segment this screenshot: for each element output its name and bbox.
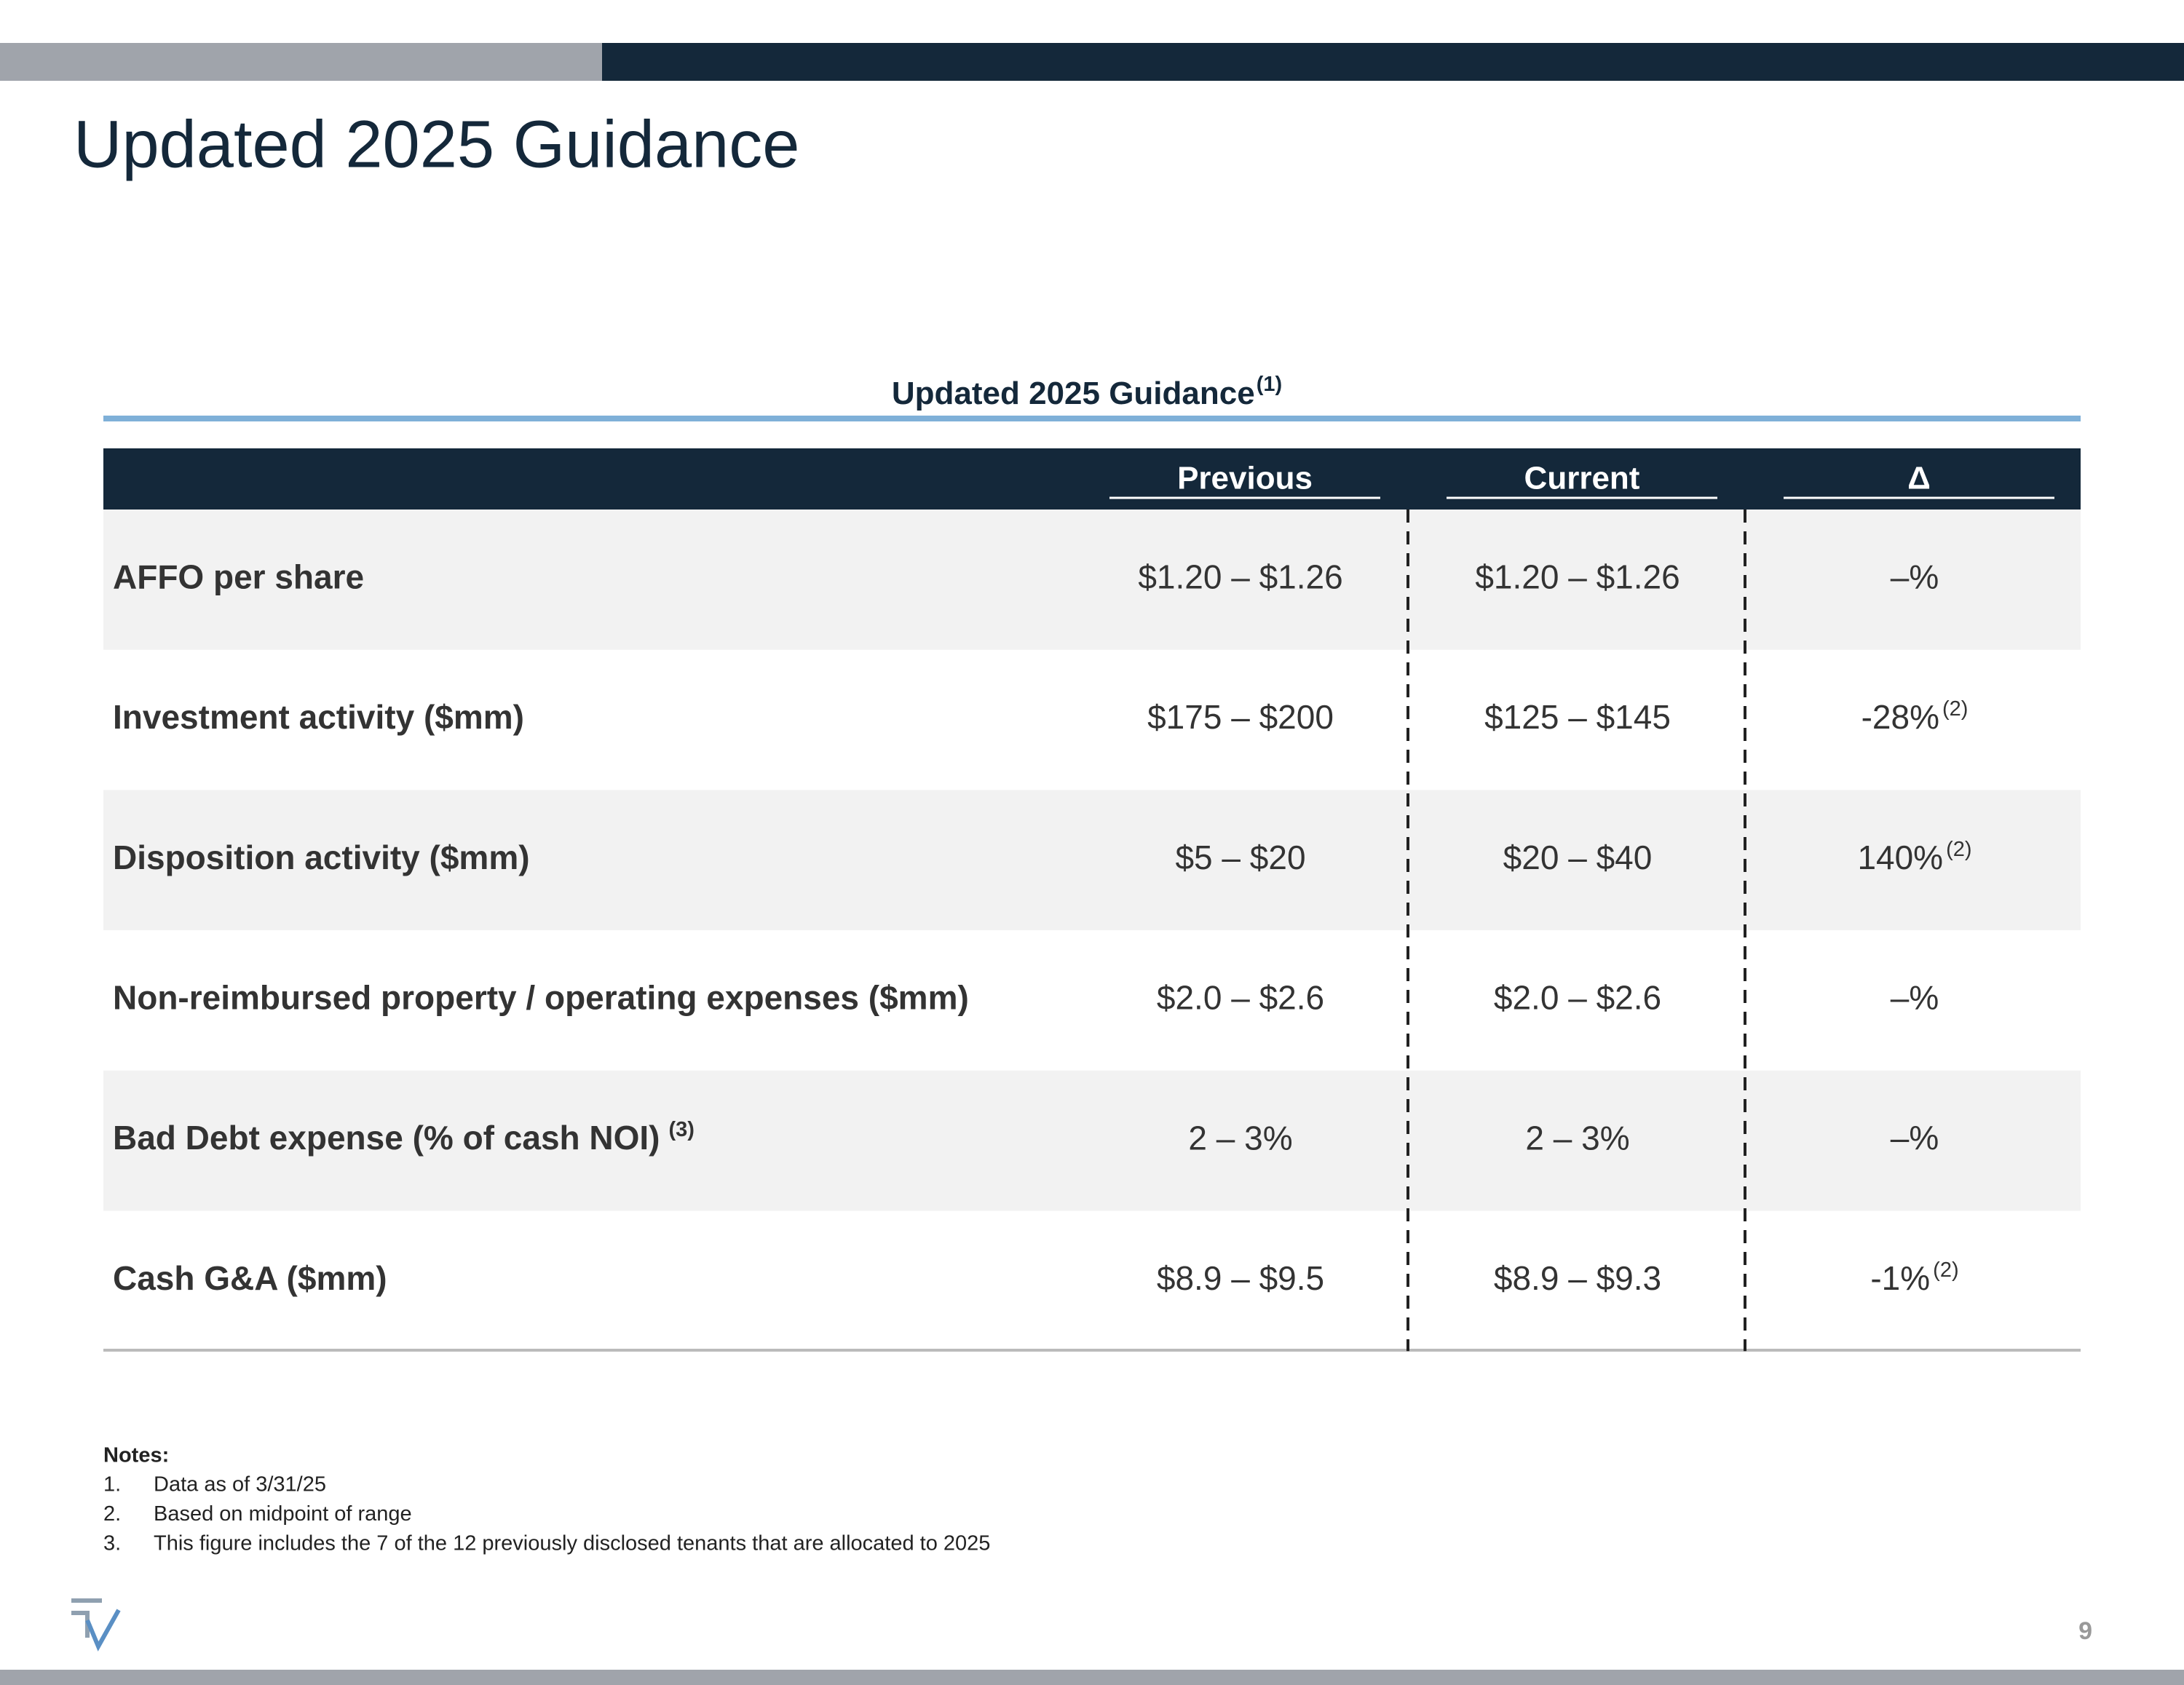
row-label-text: Investment activity ($mm): [113, 698, 524, 736]
row-label-note: (3): [669, 1118, 695, 1141]
page-number: 9: [2078, 1617, 2092, 1645]
table-title-note: (1): [1257, 373, 1282, 396]
previous-value: $175 – $200: [1147, 698, 1334, 736]
row-label: Bad Debt expense (% of cash NOI) (3): [113, 1118, 695, 1157]
column-header: Current: [1524, 461, 1640, 496]
row-label-text: AFFO per share: [113, 558, 364, 596]
previous-value: $8.9 – $9.5: [1157, 1259, 1324, 1297]
title-rule: [103, 416, 2081, 421]
row-band: [103, 510, 2081, 650]
row-label: Investment activity ($mm): [113, 698, 524, 736]
table-title: Updated 2025 Guidance(1): [892, 373, 1282, 411]
delta-text: 140%: [1857, 838, 1943, 876]
delta-text: –%: [1891, 558, 1939, 596]
row-label-text: Disposition activity ($mm): [113, 838, 530, 876]
delta-value: 140% (2): [1857, 837, 1971, 876]
delta-note: (2): [1933, 1258, 1958, 1282]
table-title-text: Updated 2025 Guidance: [892, 376, 1255, 411]
delta-text: -28%: [1861, 698, 1939, 736]
note-marker: 3.: [103, 1532, 121, 1555]
top-bar-navy: [602, 43, 2184, 81]
delta-value: –%: [1891, 558, 1939, 596]
previous-value: 2 – 3%: [1188, 1119, 1292, 1157]
row-label-text: Non-reimbursed property / operating expe…: [113, 979, 969, 1017]
delta-value: –%: [1891, 979, 1939, 1017]
current-value: $125 – $145: [1484, 698, 1671, 736]
delta-note: (2): [1946, 837, 1971, 860]
row-label-text: Cash G&A ($mm): [113, 1259, 387, 1297]
previous-value: $1.20 – $1.26: [1138, 558, 1342, 596]
current-value: $20 – $40: [1503, 838, 1653, 876]
delta-text: –%: [1891, 1119, 1939, 1157]
delta-text: -1%: [1870, 1259, 1930, 1297]
current-value: $2.0 – $2.6: [1494, 979, 1661, 1017]
note-text: Data as of 3/31/25: [154, 1473, 326, 1496]
notes-heading: Notes:: [103, 1444, 169, 1467]
header-band: [103, 448, 2081, 510]
table-bottom-rule: [103, 1349, 2081, 1352]
note-marker: 2.: [103, 1502, 121, 1526]
logo: [71, 1598, 121, 1652]
delta-text: –%: [1891, 979, 1939, 1017]
previous-value: $2.0 – $2.6: [1157, 979, 1324, 1017]
row-label: Non-reimbursed property / operating expe…: [113, 979, 969, 1017]
delta-value: -1% (2): [1870, 1258, 1958, 1298]
note-marker: 1.: [103, 1473, 121, 1496]
row-band: [103, 1070, 2081, 1211]
slide-title: Updated 2025 Guidance: [74, 107, 799, 181]
row-label: Disposition activity ($mm): [113, 838, 530, 876]
current-value: $8.9 – $9.3: [1494, 1259, 1661, 1297]
row-label: AFFO per share: [113, 558, 364, 596]
previous-value: $5 – $20: [1175, 838, 1305, 876]
delta-value: -28% (2): [1861, 697, 1969, 737]
top-bar-grey: [0, 43, 602, 81]
column-header: Δ: [1907, 461, 1931, 496]
row-band: [103, 790, 2081, 931]
row-label: Cash G&A ($mm): [113, 1259, 387, 1297]
bottom-bar: [0, 1670, 2184, 1685]
current-value: 2 – 3%: [1525, 1119, 1629, 1157]
column-header: Previous: [1177, 461, 1313, 496]
note-text: Based on midpoint of range: [154, 1502, 412, 1526]
row-label-text: Bad Debt expense (% of cash NOI): [113, 1119, 660, 1157]
delta-value: –%: [1891, 1119, 1939, 1157]
current-value: $1.20 – $1.26: [1475, 558, 1679, 596]
note-text: This figure includes the 7 of the 12 pre…: [154, 1532, 990, 1555]
delta-note: (2): [1942, 697, 1968, 721]
